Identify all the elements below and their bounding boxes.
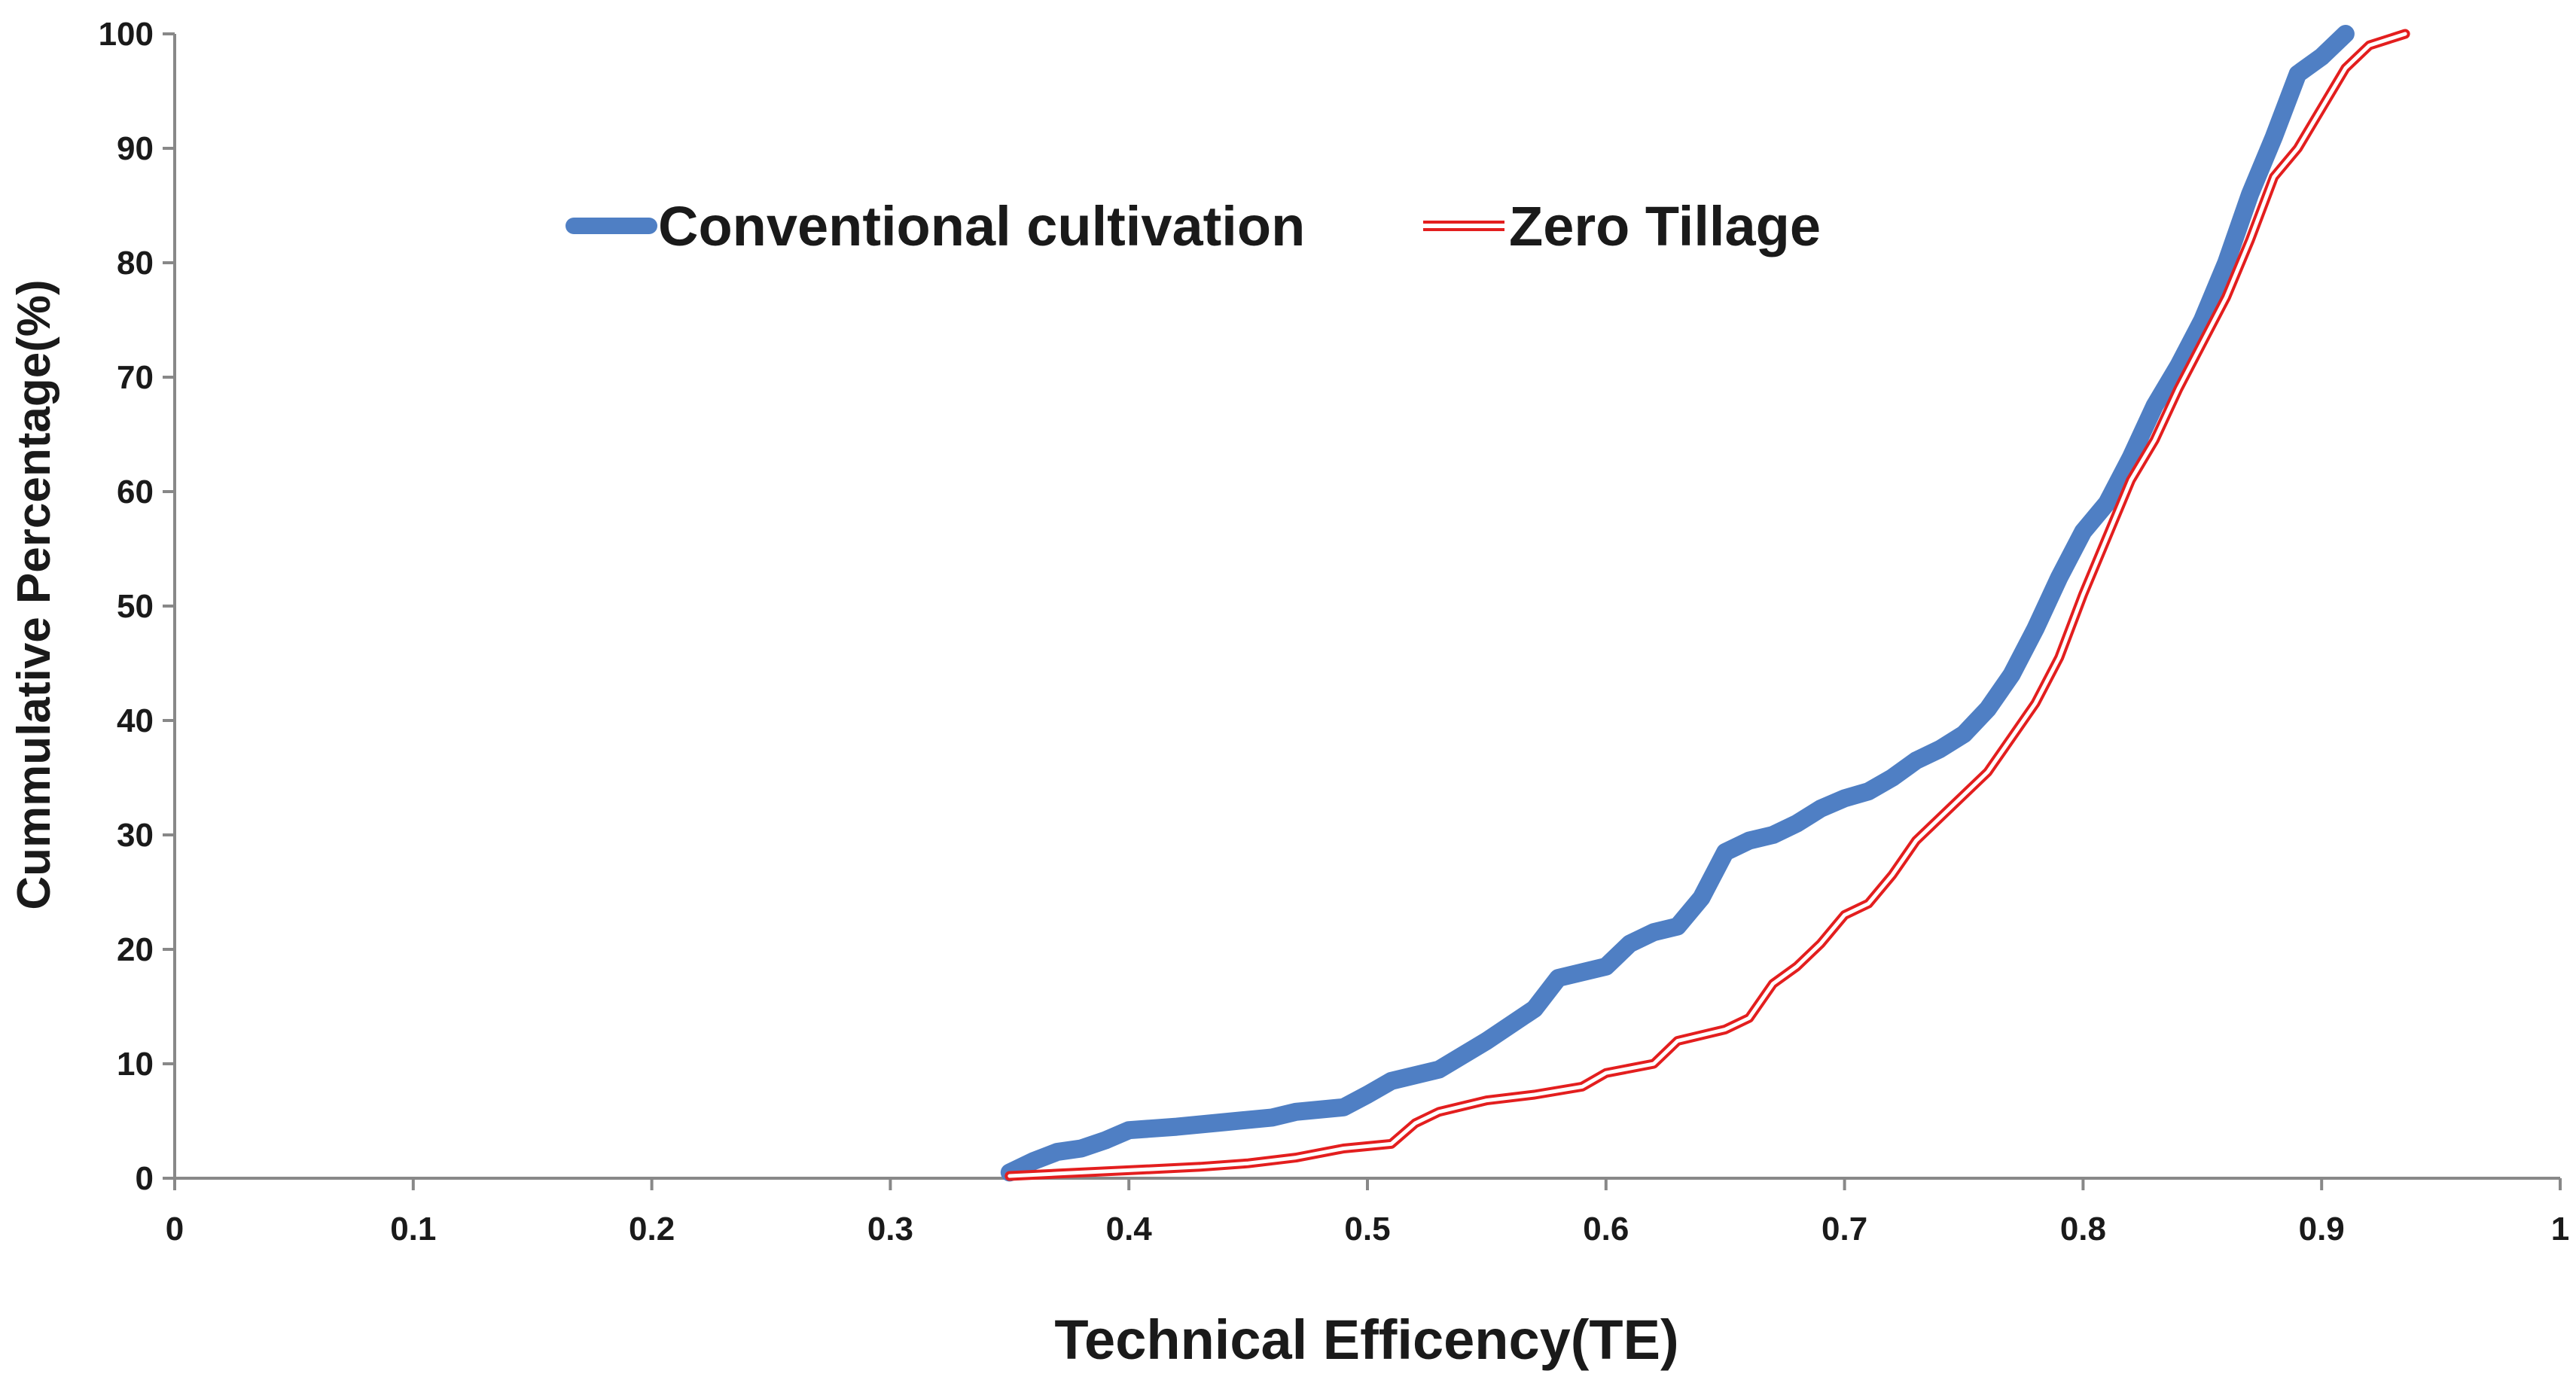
x-tick-label: 0 <box>166 1211 184 1247</box>
series-line-conventional-cultivation <box>1000 25 2355 1182</box>
y-tick-label: 20 <box>117 931 154 968</box>
y-tick-label: 90 <box>117 130 154 167</box>
y-tick-label: 50 <box>117 588 154 625</box>
x-tick-label: 1 <box>2551 1211 2569 1247</box>
x-tick-label: 0.5 <box>1344 1211 1390 1247</box>
x-tick-label: 0.9 <box>2299 1211 2345 1247</box>
x-tick-label: 0.3 <box>867 1211 913 1247</box>
series-group <box>1000 25 2410 1182</box>
y-tick-label: 10 <box>117 1046 154 1083</box>
legend: Conventional cultivation Zero Tillage <box>566 195 1821 257</box>
x-tick-label: 0.4 <box>1106 1211 1153 1247</box>
x-tick-label: 0.2 <box>629 1211 675 1247</box>
y-tick-label: 40 <box>117 702 154 739</box>
y-tick-label: 70 <box>117 359 154 396</box>
legend-label-zero-tillage: Zero Tillage <box>1509 195 1821 257</box>
x-tick-label: 0.8 <box>2060 1211 2106 1247</box>
series-line-zero-tillage-inner <box>1008 32 2407 1178</box>
legend-label-conventional: Conventional cultivation <box>658 195 1305 257</box>
y-tick-label: 80 <box>117 245 154 282</box>
y-axis-title: Cummulative Percentage(%) <box>8 279 60 909</box>
y-tick-label: 0 <box>136 1160 154 1197</box>
x-tick-label: 0.1 <box>390 1211 436 1247</box>
x-tick-label: 0.7 <box>1821 1211 1867 1247</box>
y-tick-label: 60 <box>117 474 154 510</box>
y-axis-ticks: 0 10 20 30 40 50 60 70 80 90 100 <box>99 16 175 1197</box>
x-axis-title: Technical Efficency(TE) <box>1054 1308 1678 1371</box>
x-tick-label: 0.6 <box>1583 1211 1629 1247</box>
y-tick-label: 30 <box>117 817 154 854</box>
x-axis-ticks: 0 0.1 0.2 0.3 0.4 0.5 0.6 0.7 0.8 0.9 1 <box>166 1178 2569 1247</box>
y-tick-label: 100 <box>99 16 154 53</box>
